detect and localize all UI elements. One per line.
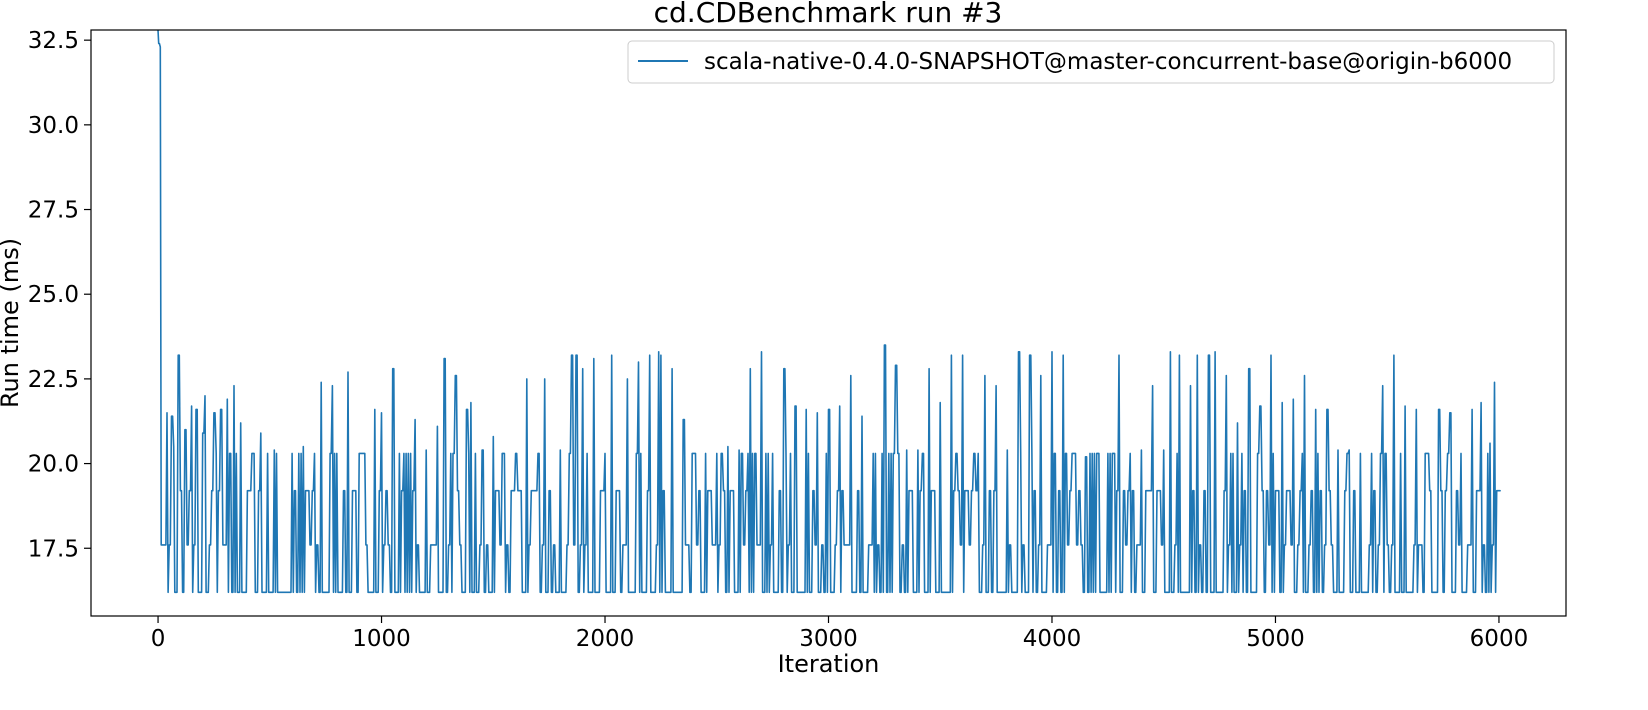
y-axis-label: Run time (ms) — [0, 238, 24, 408]
plot-frame — [90, 29, 1567, 617]
y-tick-label: 25.0 — [28, 282, 79, 308]
y-tick-label: 22.5 — [28, 367, 79, 393]
x-tick-label: 1000 — [352, 626, 411, 652]
y-tick-label: 17.5 — [28, 536, 79, 562]
y-tick-label: 30.0 — [28, 113, 79, 139]
series-line — [157, 29, 1501, 594]
x-tick-label: 6000 — [1470, 626, 1529, 652]
y-tick-label: 20.0 — [28, 452, 79, 478]
y-tick-label: 27.5 — [28, 198, 79, 224]
chart-title: cd.CDBenchmark run #3 — [654, 0, 1003, 29]
x-tick-label: 3000 — [799, 626, 858, 652]
legend-label: scala-native-0.4.0-SNAPSHOT@master-concu… — [704, 49, 1512, 75]
legend-box — [627, 40, 1555, 84]
x-axis-label: Iteration — [778, 650, 880, 678]
plot-area — [157, 29, 1501, 594]
y-axis: 17.5 20.0 22.5 25.0 27.5 30.0 32.5 — [28, 28, 91, 562]
x-tick-label: 5000 — [1246, 626, 1305, 652]
x-tick-label: 0 — [151, 626, 166, 652]
x-tick-label: 4000 — [1023, 626, 1082, 652]
y-tick-label: 32.5 — [28, 28, 79, 54]
x-axis: 0 1000 2000 3000 4000 5000 6000 — [151, 616, 1529, 652]
x-tick-label: 2000 — [576, 626, 635, 652]
legend: scala-native-0.4.0-SNAPSHOT@master-concu… — [627, 40, 1555, 84]
